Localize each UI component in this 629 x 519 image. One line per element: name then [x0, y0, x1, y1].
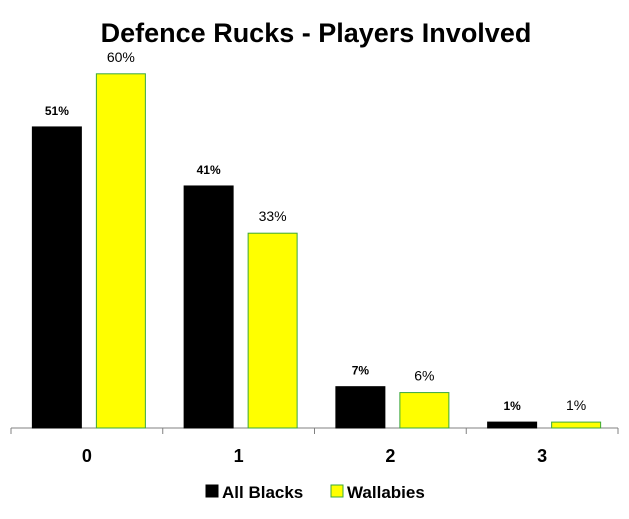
bar-all-blacks-2 — [335, 386, 386, 429]
x-tick-label: 3 — [537, 446, 547, 466]
legend-label-wallabies: Wallabies — [347, 483, 425, 502]
bar-wallabies-3 — [551, 421, 602, 429]
x-tick-label: 2 — [385, 446, 395, 466]
data-label: 60% — [107, 49, 135, 65]
data-label: 33% — [259, 208, 287, 224]
data-label: 6% — [414, 368, 434, 384]
chart-title: Defence Rucks - Players Involved — [101, 18, 532, 48]
plot-area: 51% 60% 0 41% 33% 1 7% 6% 2 1% 1% 3 — [10, 49, 619, 466]
bar-all-blacks-0 — [31, 126, 82, 429]
data-label: 7% — [352, 364, 370, 378]
data-label: 1% — [503, 399, 521, 413]
bar-wallabies-2 — [399, 392, 450, 429]
x-tick-label: 0 — [82, 446, 92, 466]
bar-wallabies-0 — [95, 73, 146, 429]
data-label: 1% — [566, 397, 586, 413]
legend-swatch-all-blacks — [205, 484, 219, 498]
legend-swatch-wallabies — [330, 484, 344, 498]
data-label: 51% — [45, 104, 69, 118]
bar-all-blacks-3 — [487, 421, 538, 429]
data-label: 41% — [197, 163, 221, 177]
bar-wallabies-1 — [247, 232, 298, 429]
legend: All Blacks Wallabies — [205, 483, 425, 502]
x-tick-label: 1 — [234, 446, 244, 466]
legend-label-all-blacks: All Blacks — [222, 483, 303, 502]
bar-all-blacks-1 — [183, 185, 234, 429]
